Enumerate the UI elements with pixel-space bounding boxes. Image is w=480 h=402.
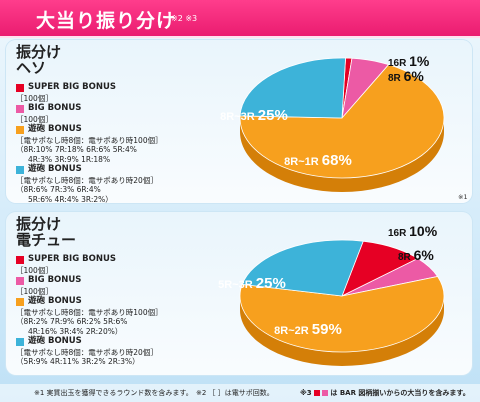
- legend-sub: ［100個］: [16, 286, 53, 296]
- pie-label-value: 25%: [256, 275, 286, 292]
- legend-sub: ［電サポなし時8個：電サポあり時100個］: [16, 135, 163, 145]
- panel-title-line2: 電チュー: [16, 231, 77, 249]
- legend-label: 遊砲 BONUS: [28, 296, 82, 306]
- footer-swatch-super: [313, 390, 320, 396]
- pie-label-big: 8R 6%: [398, 247, 434, 263]
- pie-side-yugi: [240, 118, 444, 192]
- legend-sub: （5R:9% 4R:11% 3R:2% 2R:3%）: [16, 357, 140, 366]
- footer-note-3-prefix: ※3: [300, 389, 312, 397]
- pie-label-value: 68%: [322, 152, 352, 169]
- legend-swatch: [16, 165, 24, 174]
- page-title: 大当り振り分け: [36, 10, 177, 32]
- pie-label-yugi: 8R~1R 68%: [284, 152, 352, 169]
- legend-sub: （8R:6% 7R:3% 6R:4%: [16, 185, 101, 194]
- legend-sub: 4R:16% 3R:4% 2R:20%）: [28, 326, 123, 336]
- pie-chart-denchu: 16R 10% 8R 6% 8R~2R 59% 5R~3R 25%: [218, 223, 445, 366]
- legend-sub: （8R:2% 7R:9% 6R:2% 5R:6%: [16, 317, 128, 326]
- legend-label: 遊砲 BONUS: [28, 336, 82, 346]
- pie-label-yugi2: 5R~3R 25%: [218, 275, 286, 292]
- legend-label: BIG BONUS: [28, 275, 82, 285]
- pie-slice-yugi2: [239, 57, 346, 119]
- legend-sub: ［100個］: [16, 93, 53, 103]
- legend-label: 遊砲 BONUS: [28, 164, 82, 174]
- legend-swatch: [16, 276, 24, 285]
- legend-sub: ［100個］: [16, 114, 53, 124]
- legend-item-yugi2: 遊砲 BONUS: [16, 336, 163, 348]
- pie-label-yugi2: 8R~3R 25%: [220, 107, 288, 124]
- pie-label-category: 8R~1R: [284, 156, 322, 168]
- panel-title-line1: 振分け: [16, 43, 62, 61]
- legend-sub: 4R:3% 3R:9% 1R:18%: [28, 154, 111, 164]
- pie-label-value: 1%: [409, 53, 430, 69]
- legend-sub: ［電サポなし時8個：電サポあり時20個］: [16, 347, 158, 357]
- pie-label-yugi: 8R~2R 59%: [274, 321, 342, 338]
- pie-chart-heso: 16R 1%8R 6%8R~1R 68%8R~3R 25%: [220, 53, 445, 192]
- legend-item-big: BIG BONUS: [16, 275, 163, 287]
- legend-item-big: BIG BONUS: [16, 103, 163, 115]
- header-bar: 大当り振り分け ※2 ※3: [0, 0, 480, 38]
- legend-item-yugi2: 遊砲 BONUS: [16, 164, 163, 176]
- legend-swatch: [16, 255, 24, 264]
- legend-swatch: [16, 104, 24, 113]
- legend-label: 遊砲 BONUS: [28, 124, 82, 134]
- pie-label-value: 6%: [404, 68, 425, 84]
- pie-label-category: 8R: [398, 252, 414, 263]
- legend-item-super-big: SUPER BIG BONUS: [16, 254, 163, 266]
- panel-title-line2: ヘソ: [16, 59, 47, 77]
- pie-label-big: 8R 6%: [388, 68, 424, 84]
- pie-label-category: 8R~3R: [220, 111, 258, 123]
- footer-note-1: ※1 実質出玉を獲得できるラウンド数を含みます。: [34, 389, 193, 397]
- legend-label: SUPER BIG BONUS: [28, 82, 116, 92]
- pie-label-category: 16R: [388, 58, 409, 69]
- pie-label-category: 8R~2R: [274, 325, 312, 337]
- pie-side-yugi: [240, 296, 444, 366]
- legend-item-yugi: 遊砲 BONUS: [16, 296, 163, 308]
- legend-label: SUPER BIG BONUS: [28, 254, 116, 264]
- footer-note-3: ※3 は BAR 図柄揃いからの大当りを含みます。: [300, 388, 470, 398]
- footer-notes: ※1 実質出玉を獲得できるラウンド数を含みます。 ※2 ［ ］は電サポ回数。 ※…: [0, 384, 480, 402]
- legend-swatch: [16, 83, 24, 92]
- legend-sub: ［100個］: [16, 265, 53, 275]
- pie-label-value: 10%: [409, 223, 438, 239]
- legend-item-super-big: SUPER BIG BONUS: [16, 82, 163, 94]
- legend-sub: （8R:10% 7R:18% 6R:6% 5R:4%: [16, 145, 137, 154]
- pie-slice-yugi: [239, 276, 445, 353]
- legend-swatch: [16, 297, 24, 306]
- pie-slice-yugi: [239, 64, 445, 179]
- legend-swatch: [16, 337, 24, 346]
- legend-denchu: SUPER BIG BONUS ［100個］ BIG BONUS ［100個］ …: [16, 254, 163, 367]
- pie-label-super: 16R 1%: [388, 53, 430, 69]
- footer-swatch-big: [322, 390, 329, 396]
- header-notes: ※2 ※3: [171, 14, 198, 23]
- pie-label-category: 16R: [388, 228, 409, 239]
- legend-heso: SUPER BIG BONUS ［100個］ BIG BONUS ［100個］ …: [16, 82, 163, 204]
- panel-title-line1: 振分け: [16, 215, 62, 233]
- footer-note-2: ※2 ［ ］は電サポ回数。: [196, 389, 274, 397]
- legend-sub: 5R:6% 4R:4% 3R:2%）: [28, 194, 113, 204]
- legend-swatch: [16, 125, 24, 134]
- pie-label-value: 6%: [414, 247, 435, 263]
- legend-sub: ［電サポなし時8個：電サポあり時100個］: [16, 307, 163, 317]
- pie-label-category: 5R~3R: [218, 279, 256, 291]
- pie-label-value: 59%: [312, 321, 342, 338]
- pie-label-value: 25%: [258, 107, 288, 124]
- legend-item-yugi: 遊砲 BONUS: [16, 124, 163, 136]
- legend-label: BIG BONUS: [28, 103, 82, 113]
- pie-label-super: 16R 10%: [388, 223, 438, 239]
- panel-note: ※1: [458, 193, 468, 201]
- pie-label-category: 8R: [388, 73, 404, 84]
- pie-slice-yugi2: [241, 239, 364, 297]
- legend-sub: ［電サポなし時8個：電サポあり時20個］: [16, 175, 158, 185]
- footer-note-3-text: は BAR 図柄揃いからの大当りを含みます。: [330, 389, 470, 397]
